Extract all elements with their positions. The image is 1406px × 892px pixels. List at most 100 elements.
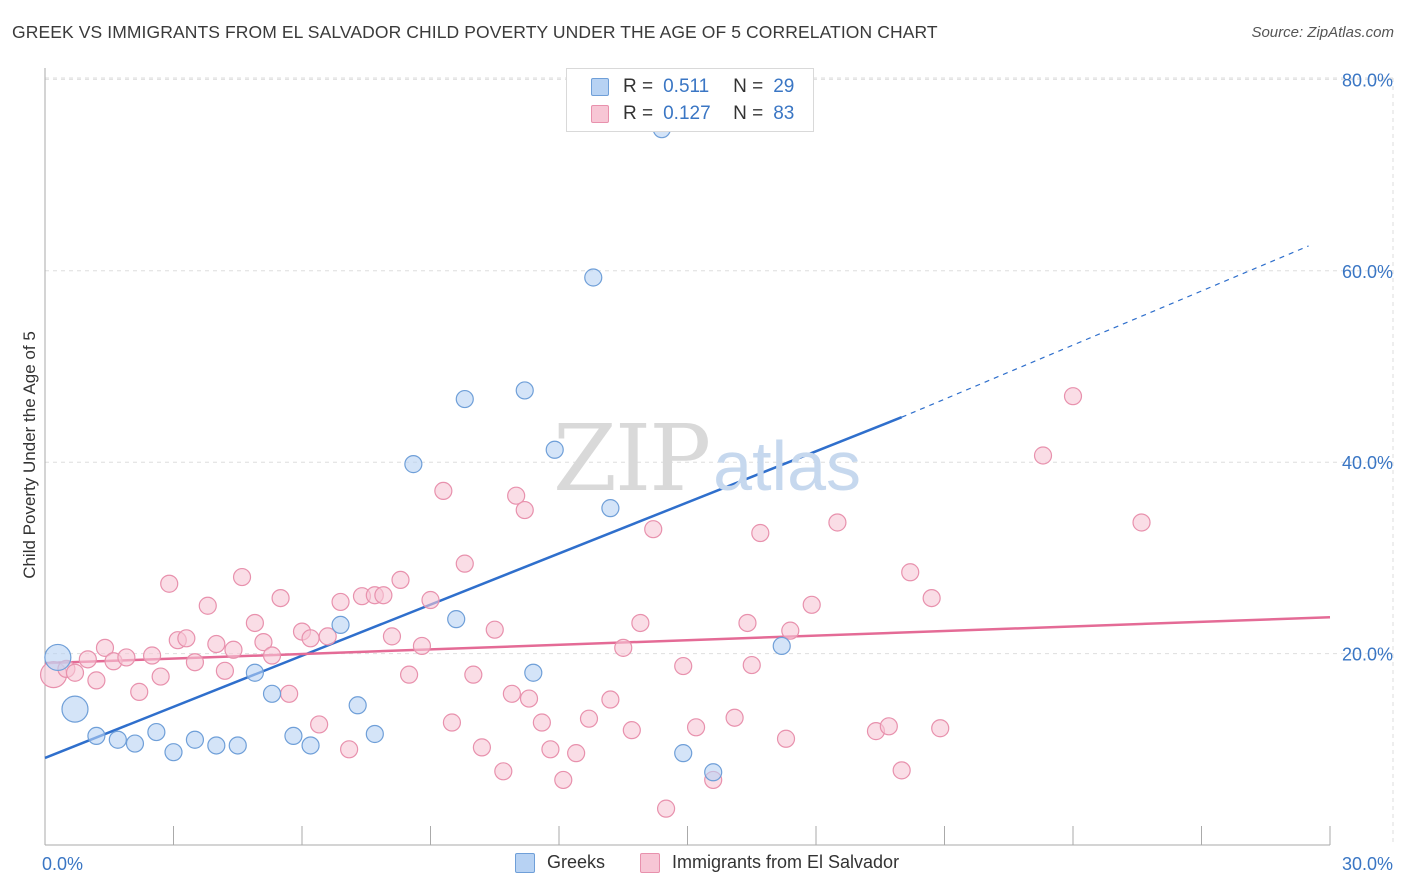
grid-lines <box>45 77 1394 845</box>
el-salvador-trend-line <box>44 615 1331 665</box>
el-salvador-point <box>271 588 290 608</box>
el-salvador-point <box>95 638 115 657</box>
greek-trend-extension <box>901 245 1309 418</box>
greek-point <box>228 736 247 755</box>
el-salvador-point <box>399 665 419 684</box>
greek-trend-line <box>44 416 903 760</box>
el-salvador-point <box>828 513 847 532</box>
el-salvador-point <box>554 770 573 790</box>
greek-point <box>584 268 603 287</box>
el-salvador-point <box>87 671 106 690</box>
el-salvador-point <box>751 523 770 543</box>
greeks-swatch <box>591 78 609 96</box>
greek-point <box>301 736 320 755</box>
el-salvador-point <box>1033 446 1053 465</box>
el-salvador-point <box>922 588 941 608</box>
el-salvador-point <box>185 653 205 672</box>
greek-point <box>125 734 145 753</box>
greek-point <box>108 730 127 749</box>
el-salvador-point <box>674 656 693 676</box>
el-salvador-point <box>374 586 393 605</box>
greek-point <box>365 724 384 744</box>
source-credit: Source: ZipAtlas.com <box>1251 24 1394 41</box>
el-salvador-point <box>622 721 641 740</box>
legend-r-label: R = <box>623 76 654 97</box>
el-salvador-point <box>656 799 676 818</box>
greek-point <box>348 696 367 715</box>
el-salvador-point <box>280 684 299 703</box>
greek-point <box>524 663 543 682</box>
el-salvador-point <box>117 648 136 667</box>
el-salvador-point <box>254 633 273 652</box>
el-salvador-point <box>802 595 821 614</box>
bottom-legend-label: Greeks <box>547 852 606 872</box>
greek-point <box>44 643 72 672</box>
el-salvador-point <box>485 620 504 639</box>
el-salvador-point <box>331 592 350 612</box>
el-salvador-point <box>781 621 800 640</box>
el-salvador-point <box>310 715 329 734</box>
chart-title: GREEK VS IMMIGRANTS FROM EL SALVADOR CHI… <box>12 22 938 42</box>
el-salvador-point <box>340 740 359 759</box>
legend-row-el-salvador: R = 0.127 N = 83 <box>591 102 794 126</box>
el-salvador-point <box>931 719 950 738</box>
greek-point <box>331 615 350 634</box>
greek-point <box>147 722 166 742</box>
el-salvador-point <box>224 640 243 659</box>
greek-point <box>164 743 183 762</box>
el-salvador-point <box>738 613 757 633</box>
y-axis-label: Child Poverty Under the Age of 5 <box>20 331 39 579</box>
greek-point <box>674 744 693 763</box>
el-salvador-point <box>160 574 179 593</box>
legend-n-label: N = <box>733 76 764 97</box>
el-salvador-point <box>725 708 744 727</box>
el-salvador-point <box>631 613 650 633</box>
el-salvador-point <box>901 563 920 582</box>
el-salvador-point <box>262 646 282 665</box>
el-salvador-point <box>391 570 410 590</box>
el-salvador-point <box>472 738 491 757</box>
el-salvador-swatch <box>640 852 660 873</box>
el-salvador-point <box>130 682 149 701</box>
x-tick-label-min: 0.0% <box>42 854 83 874</box>
el-salvador-point <box>776 729 796 748</box>
el-salvador-point <box>382 627 402 646</box>
el-salvador-point <box>601 690 620 709</box>
el-salvador-point <box>464 665 483 684</box>
y-tick-label: 60.0% <box>1342 262 1393 282</box>
legend-n-value: 29 <box>773 76 795 97</box>
legend-r-value: 0.127 <box>663 103 711 124</box>
legend-row-greeks: R = 0.511 N = 29 <box>591 75 794 99</box>
el-salvador-point <box>412 636 432 656</box>
el-salvador-point <box>892 761 911 780</box>
el-salvador-point <box>301 629 320 648</box>
greeks-swatch <box>515 852 535 873</box>
el-salvador-point <box>532 713 551 732</box>
greek-point <box>284 726 303 746</box>
el-salvador-point <box>421 590 440 610</box>
el-salvador-point <box>515 500 534 520</box>
el-salvador-point <box>434 481 453 501</box>
legend-r-value: 0.511 <box>663 76 710 97</box>
bottom-legend-label: Immigrants from El Salvador <box>672 852 900 872</box>
el-salvador-point <box>567 744 586 763</box>
greek-point <box>61 695 89 723</box>
el-salvador-point <box>686 718 706 737</box>
el-salvador-point <box>442 713 462 732</box>
el-salvador-point <box>644 520 663 539</box>
greek-point <box>601 499 620 518</box>
greek-point <box>704 763 723 782</box>
greek-point <box>185 730 205 749</box>
el-salvador-swatch <box>591 105 609 123</box>
correlation-legend: R = 0.511 N = 29 R = 0.127 N = 83 <box>566 68 814 132</box>
el-salvador-point <box>494 762 513 781</box>
greek-point <box>87 726 106 746</box>
bottom-legend-el-salvador: Immigrants from El Salvador <box>640 852 899 873</box>
el-salvador-point <box>742 655 761 675</box>
el-salvador-point <box>215 661 234 680</box>
el-salvador-point <box>142 646 162 665</box>
trend-lines <box>44 245 1331 760</box>
el-salvador-point <box>1063 387 1083 406</box>
y-tick-label: 20.0% <box>1342 645 1393 665</box>
bottom-legend-greeks: Greeks <box>515 852 605 873</box>
